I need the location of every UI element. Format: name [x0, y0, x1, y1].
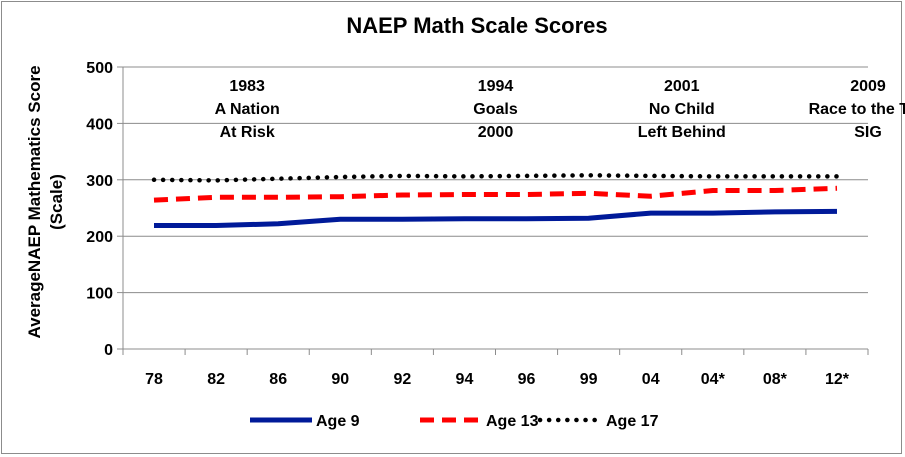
annotation-text: 1994 — [478, 78, 514, 95]
annotation-text: No Child — [649, 101, 715, 118]
x-tick-label: 86 — [269, 371, 287, 388]
data-series — [151, 173, 840, 228]
x-tick-label: 90 — [331, 371, 349, 388]
y-tick-label: 200 — [86, 229, 113, 246]
annotation-text: At Risk — [220, 124, 275, 141]
x-tick-label: 12* — [825, 371, 850, 388]
legend-label: Age 17 — [606, 413, 659, 430]
x-tick-label: 92 — [393, 371, 411, 388]
series-line-age-13 — [153, 185, 838, 203]
annotation-text: 2000 — [478, 124, 514, 141]
series-line-age-9 — [154, 208, 838, 228]
x-tick-label: 82 — [207, 371, 225, 388]
x-tick-label: 04 — [642, 371, 660, 388]
y-tick-label: 100 — [86, 286, 113, 303]
y-tick-label: 400 — [86, 116, 113, 133]
annotation-text: Race to the Top — [809, 101, 905, 118]
x-tick-label: 08* — [763, 371, 788, 388]
policy-annotations: 1983 A Nation At Risk 1994 Goals 2000 2001 No C… — [215, 78, 905, 141]
annotation-text: A Nation — [215, 101, 280, 118]
y-tick-label: 500 — [86, 60, 113, 77]
chart-title: NAEP Math Scale Scores — [346, 13, 607, 38]
y-tick-label: 300 — [86, 173, 113, 190]
annotation-text: 1983 — [229, 78, 265, 95]
y-axis-ticks: 0 100 200 300 400 500 — [86, 60, 123, 359]
y-tick-label: 0 — [104, 342, 113, 359]
y-axis-label-line1: AverageNAEP Mathematics Score — [25, 65, 44, 338]
x-axis-ticks: 78 82 86 90 92 94 96 99 04 04* 08* 12* — [122, 349, 869, 388]
x-tick-label: 78 — [145, 371, 163, 388]
legend: Age 9 Age 13 Age 17 — [250, 413, 659, 430]
annotation-text: SIG — [854, 124, 882, 141]
x-tick-label: 94 — [456, 371, 474, 388]
legend-label: Age 13 — [486, 413, 539, 430]
annotation-text: 2009 — [850, 78, 886, 95]
x-tick-label: 96 — [518, 371, 536, 388]
annotation-text: Left Behind — [638, 124, 726, 141]
x-tick-label: 99 — [580, 371, 598, 388]
y-axis-label-line2: (Scale) — [47, 174, 66, 230]
legend-label: Age 9 — [316, 413, 360, 430]
x-tick-label: 04* — [701, 371, 726, 388]
annotation-text: Goals — [473, 101, 518, 118]
annotation-text: 2001 — [664, 78, 700, 95]
